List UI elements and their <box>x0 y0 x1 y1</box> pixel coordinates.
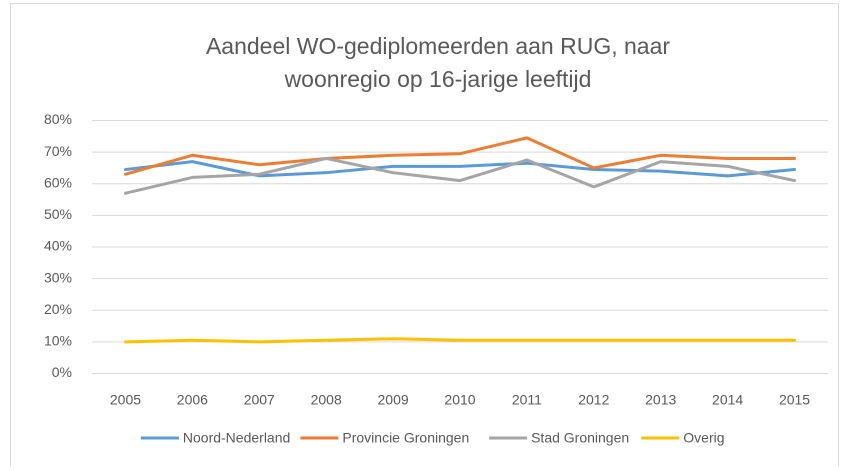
x-tick-label: 2006 <box>177 392 208 408</box>
x-tick-label: 2014 <box>712 392 743 408</box>
y-tick-label: 30% <box>44 269 72 285</box>
series-line <box>123 337 797 344</box>
x-tick-label: 2010 <box>444 392 475 408</box>
x-tick-label: 2011 <box>512 392 542 408</box>
legend-label: Noord-Nederland <box>183 430 290 446</box>
chart-border <box>10 3 839 471</box>
y-tick-label: 20% <box>44 301 72 317</box>
y-tick-label: 0% <box>52 364 72 380</box>
x-tick-label: 2013 <box>645 392 676 408</box>
legend-label: Stad Groningen <box>531 430 629 446</box>
y-tick-label: 80% <box>44 111 72 127</box>
y-tick-label: 40% <box>44 238 72 254</box>
x-tick-label: 2005 <box>110 392 141 408</box>
x-tick-label: 2007 <box>244 392 275 408</box>
chart-title: woonregio op 16-jarige leeftijd <box>284 66 592 92</box>
x-tick-label: 2015 <box>779 392 810 408</box>
x-tick-label: 2012 <box>578 392 609 408</box>
legend-label: Provincie Groningen <box>342 430 469 446</box>
series-line <box>123 160 797 178</box>
legend-label: Overig <box>683 430 724 446</box>
series-line <box>123 136 797 176</box>
x-tick-label: 2009 <box>378 392 409 408</box>
y-tick-label: 70% <box>44 143 72 159</box>
y-tick-label: 60% <box>44 174 72 190</box>
chart-title: Aandeel WO-gediplomeerden aan RUG, naar <box>206 33 670 59</box>
y-tick-label: 50% <box>44 206 72 222</box>
x-tick-label: 2008 <box>311 392 342 408</box>
series-line <box>123 156 797 195</box>
y-tick-label: 10% <box>44 333 72 349</box>
